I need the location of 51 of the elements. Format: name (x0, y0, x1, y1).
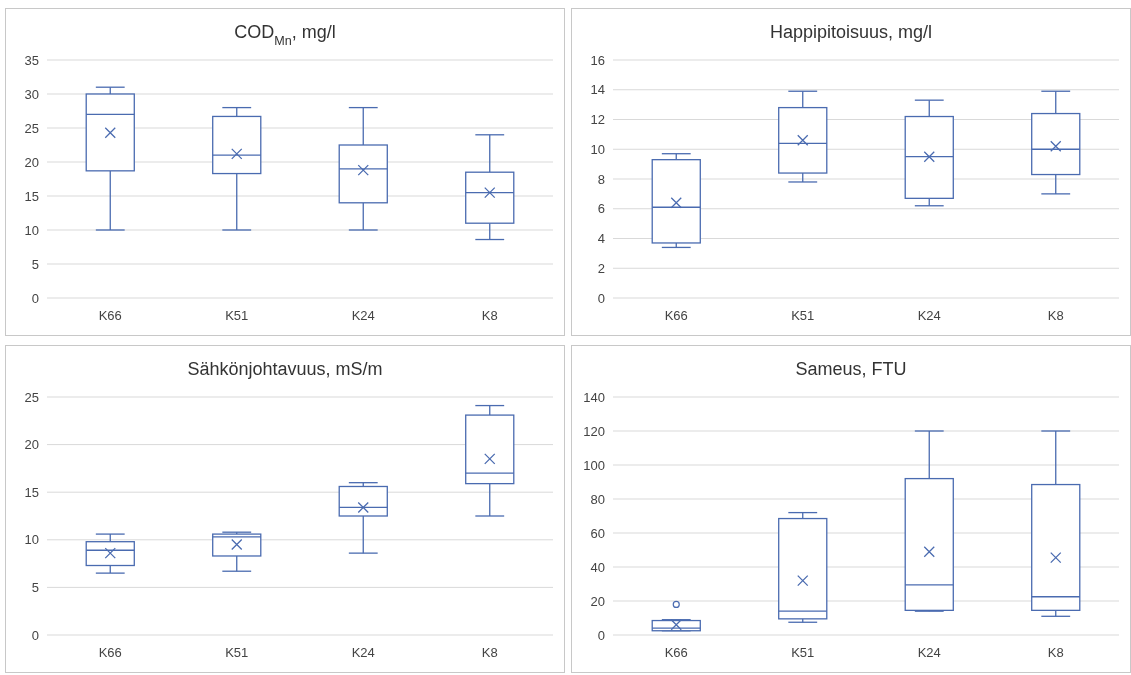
x-tick-label: K8 (1047, 645, 1064, 660)
chart-title: Sameus, FTU (795, 359, 907, 379)
y-tick-label: 0 (31, 627, 39, 643)
y-tick-label: 12 (590, 112, 605, 128)
x-tick-label: K51 (225, 308, 249, 323)
y-tick-label: 20 (24, 154, 39, 170)
y-tick-label: 5 (31, 256, 39, 272)
y-tick-label: 0 (597, 627, 605, 643)
x-tick-label: K66 (98, 308, 122, 323)
chart-title: COD$_{Mn}$, mg/l (234, 22, 336, 48)
y-tick-label: 5 (31, 579, 39, 595)
y-tick-label: 80 (590, 491, 605, 507)
x-tick-label: K8 (1047, 308, 1064, 323)
y-tick-label: 10 (24, 222, 39, 238)
y-tick-label: 6 (597, 201, 605, 217)
y-tick-label: 4 (597, 231, 605, 247)
y-tick-label: 15 (24, 188, 39, 204)
y-tick-label: 0 (597, 290, 605, 306)
x-tick-label: K51 (791, 308, 815, 323)
y-tick-label: 20 (590, 593, 605, 609)
y-tick-label: 20 (24, 437, 39, 453)
x-tick-label: K24 (351, 645, 375, 660)
x-tick-label: K24 (917, 308, 941, 323)
x-tick-label: K8 (481, 645, 498, 660)
x-tick-label: K24 (917, 645, 941, 660)
chart-title: Happipitoisuus, mg/l (769, 22, 933, 42)
y-tick-label: 60 (590, 525, 605, 541)
x-tick-label: K51 (225, 645, 249, 660)
y-tick-label: 120 (583, 423, 605, 439)
y-tick-label: 100 (583, 457, 605, 473)
y-tick-label: 140 (583, 389, 605, 405)
y-tick-label: 16 (590, 52, 605, 68)
y-tick-label: 25 (24, 120, 39, 136)
x-tick-label: K51 (791, 645, 815, 660)
x-tick-label: K66 (664, 645, 688, 660)
y-tick-label: 0 (31, 290, 39, 306)
x-tick-label: K8 (481, 308, 498, 323)
y-tick-label: 10 (24, 532, 39, 548)
chart-title: Sähkönjohtavuus, mS/m (187, 359, 383, 379)
y-tick-label: 14 (590, 82, 605, 98)
y-tick-label: 35 (24, 52, 39, 68)
y-tick-label: 40 (590, 559, 605, 575)
y-tick-label: 15 (24, 484, 39, 500)
x-tick-label: K66 (98, 645, 122, 660)
y-tick-label: 2 (597, 260, 605, 276)
y-tick-label: 8 (597, 171, 605, 187)
x-tick-label: K24 (351, 308, 375, 323)
y-tick-label: 10 (590, 141, 605, 157)
y-tick-label: 25 (24, 389, 39, 405)
y-tick-label: 30 (24, 86, 39, 102)
x-tick-label: K66 (664, 308, 688, 323)
